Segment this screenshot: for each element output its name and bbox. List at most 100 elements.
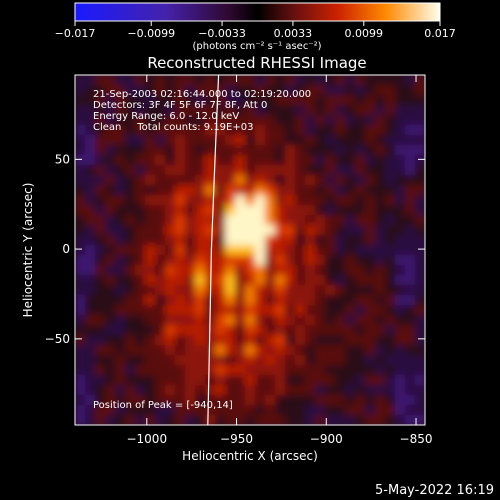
heatmap-cell — [345, 305, 356, 316]
heatmap-cell — [345, 165, 356, 176]
heatmap-cell — [335, 235, 346, 246]
heatmap-cell — [375, 245, 386, 256]
heatmap-cell — [365, 165, 376, 176]
heatmap-cell — [315, 235, 326, 246]
heatmap-cell — [305, 195, 316, 206]
heatmap-cell — [205, 335, 216, 346]
heatmap-cell — [365, 415, 376, 425]
heatmap-cell — [75, 235, 86, 246]
heatmap-cell — [225, 395, 236, 406]
heatmap-cell — [95, 125, 106, 136]
heatmap-cell — [235, 235, 246, 246]
heatmap-cell — [335, 115, 346, 126]
heatmap-cell — [415, 125, 425, 136]
heatmap-cell — [305, 325, 316, 336]
heatmap-cell — [235, 325, 246, 336]
heatmap-cell — [245, 325, 256, 336]
heatmap-cell — [85, 175, 96, 186]
plot-frame — [74, 74, 426, 426]
heatmap-cell — [245, 365, 256, 376]
heatmap-cell — [125, 375, 136, 386]
heatmap-cell — [255, 85, 266, 96]
heatmap-cell — [105, 365, 116, 376]
heatmap-cell — [345, 295, 356, 306]
heatmap-cell — [395, 145, 406, 156]
heatmap-cell — [185, 75, 196, 86]
heatmap-cell — [105, 325, 116, 336]
heatmap-cell — [345, 115, 356, 126]
heatmap-cell — [285, 185, 296, 196]
heatmap-cell — [155, 125, 166, 136]
y-tick-label: −50 — [45, 332, 70, 346]
heatmap-cell — [255, 225, 266, 236]
heatmap-cell — [355, 175, 366, 186]
heatmap-cell — [155, 315, 166, 326]
heatmap-cell — [95, 195, 106, 206]
heatmap-cell — [285, 135, 296, 146]
heatmap-cell — [345, 175, 356, 186]
heatmap-cell — [195, 255, 206, 266]
heatmap-cell — [315, 305, 326, 316]
heatmap-cell — [295, 245, 306, 256]
heatmap-cell — [365, 85, 376, 96]
heatmap-cell — [125, 95, 136, 106]
heatmap-cell — [395, 275, 406, 286]
heatmap-cell — [95, 225, 106, 236]
heatmap-cell — [325, 355, 336, 366]
heatmap-cell — [75, 175, 86, 186]
heatmap-cell — [215, 245, 226, 256]
heatmap-cell — [145, 115, 156, 126]
heatmap-cell — [365, 75, 376, 86]
heatmap-cell — [355, 235, 366, 246]
heatmap-cell — [105, 415, 116, 425]
heatmap-cell — [75, 155, 86, 166]
heatmap-cell — [275, 335, 286, 346]
heatmap-cell — [365, 385, 376, 396]
heatmap-cell — [395, 355, 406, 366]
heatmap-cell — [215, 385, 226, 396]
heatmap-cell — [335, 105, 346, 116]
heatmap-cell — [305, 155, 316, 166]
heatmap-cell — [295, 185, 306, 196]
heatmap-cell — [85, 215, 96, 226]
heatmap-cell — [225, 345, 236, 356]
heatmap-cell — [405, 205, 416, 216]
heatmap-cell — [375, 125, 386, 136]
heatmap-cell — [415, 85, 425, 96]
heatmap-cell — [275, 255, 286, 266]
heatmap-cell — [415, 105, 425, 116]
heatmap-cell — [215, 175, 226, 186]
heatmap-cell — [395, 415, 406, 425]
heatmap-cell — [245, 385, 256, 396]
heatmap-cell — [245, 275, 256, 286]
heatmap-cell — [415, 345, 425, 356]
heatmap-cell — [325, 165, 336, 176]
heatmap-cell — [145, 85, 156, 96]
heatmap-cell — [265, 175, 276, 186]
heatmap-cell — [225, 105, 236, 116]
heatmap-cell — [345, 285, 356, 296]
heatmap-cell — [285, 375, 296, 386]
heatmap-cell — [175, 415, 186, 425]
heatmap-cell — [175, 165, 186, 176]
heatmap-cell — [105, 185, 116, 196]
heatmap-cell — [205, 155, 216, 166]
heatmap-cell — [225, 305, 236, 316]
heatmap-cell — [355, 215, 366, 226]
heatmap-cell — [195, 115, 206, 126]
heatmap-cell — [415, 165, 425, 176]
heatmap-cell — [395, 185, 406, 196]
heatmap-cell — [405, 125, 416, 136]
heatmap-cell — [245, 145, 256, 156]
heatmap-cell — [415, 365, 425, 376]
heatmap-cell — [255, 315, 266, 326]
heatmap-cell — [345, 125, 356, 136]
heatmap-cell — [195, 275, 206, 286]
heatmap-cell — [85, 265, 96, 276]
heatmap-cell — [155, 305, 166, 316]
heatmap-cell — [285, 75, 296, 86]
heatmap-cell — [215, 255, 226, 266]
heatmap-cell — [415, 295, 425, 306]
heatmap-cell — [275, 315, 286, 326]
heatmap-cell — [395, 365, 406, 376]
